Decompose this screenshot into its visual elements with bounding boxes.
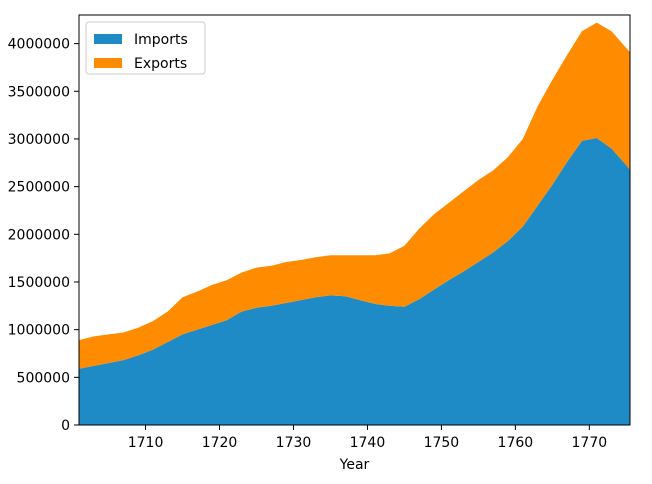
x-tick-label: 1770 xyxy=(572,435,608,451)
y-tick-label: 3000000 xyxy=(8,132,70,148)
y-tick-label: 500000 xyxy=(17,370,70,386)
x-tick-label: 1730 xyxy=(276,435,312,451)
y-axis: 0 500000 1000000 1500000 2000000 2500000 30000… xyxy=(8,37,79,434)
y-tick-label: 1000000 xyxy=(8,323,70,339)
legend: Imports Exports xyxy=(85,21,206,75)
legend-swatch-imports xyxy=(94,34,122,44)
legend-label-exports: Exports xyxy=(134,56,187,72)
x-tick-label: 1740 xyxy=(350,435,386,451)
x-axis: 1710 1720 1730 1740 1750 1760 1770 xyxy=(128,425,607,451)
area-imports xyxy=(79,138,630,425)
x-axis-title: Year xyxy=(339,457,370,473)
x-tick-label: 1760 xyxy=(498,435,534,451)
legend-label-imports: Imports xyxy=(134,32,188,48)
plot-frame xyxy=(78,14,631,426)
y-tick-label: 1500000 xyxy=(8,275,70,291)
y-tick-label: 0 xyxy=(61,418,70,434)
x-tick-label: 1750 xyxy=(424,435,460,451)
area-exports xyxy=(79,22,630,369)
areas-layer xyxy=(79,22,630,425)
x-tick-label: 1720 xyxy=(202,435,238,451)
x-tick-label: 1710 xyxy=(128,435,164,451)
y-tick-label: 4000000 xyxy=(8,37,70,53)
legend-swatch-exports xyxy=(94,58,122,68)
y-tick-label: 2500000 xyxy=(8,180,70,196)
y-tick-label: 2000000 xyxy=(8,227,70,243)
y-tick-label: 3500000 xyxy=(8,84,70,100)
